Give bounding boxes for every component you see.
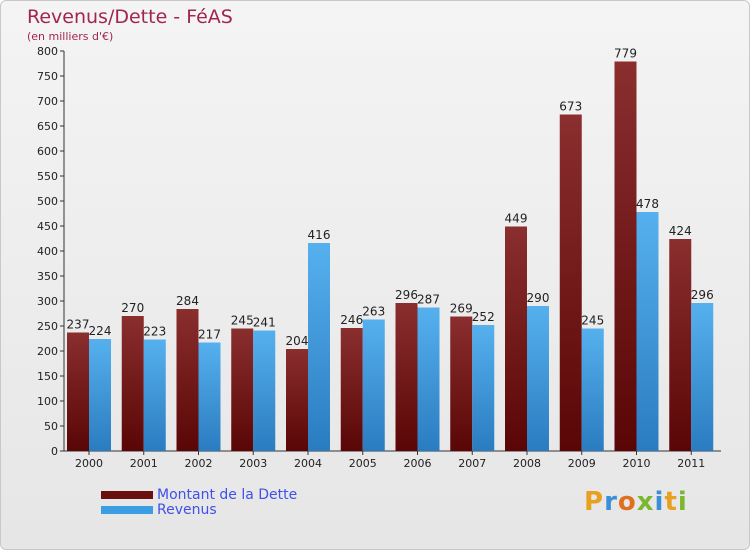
y-tick-label: 150 (37, 370, 58, 383)
data-label: 252 (472, 310, 495, 324)
y-tick-label: 800 (37, 45, 58, 58)
logo-letter: i (654, 487, 665, 517)
data-label: 284 (176, 294, 199, 308)
x-tick-label: 2001 (130, 457, 158, 470)
data-label: 263 (362, 305, 385, 319)
bar-revenus (362, 319, 385, 451)
bar-revenus (308, 243, 330, 451)
logo-letter: x (636, 487, 655, 517)
bar-dette (176, 309, 199, 451)
data-label: 673 (559, 100, 582, 114)
y-tick-label: 650 (37, 120, 58, 133)
y-tick-label: 0 (51, 445, 58, 458)
logo-letter: t (664, 487, 678, 517)
x-tick-label: 2011 (677, 457, 705, 470)
x-tick-label: 2003 (239, 457, 267, 470)
data-label: 416 (308, 228, 331, 242)
data-label: 217 (198, 328, 221, 342)
bar-dette (559, 114, 582, 451)
y-tick-label: 550 (37, 170, 58, 183)
legend-label-revenus: Revenus (157, 502, 217, 518)
x-tick-label: 2008 (513, 457, 541, 470)
bar-revenus (89, 339, 111, 451)
x-tick-label: 2005 (349, 457, 377, 470)
data-label: 296 (691, 288, 714, 302)
bar-dette (67, 332, 89, 451)
bar-dette (286, 349, 308, 451)
data-label: 237 (67, 318, 90, 332)
data-label: 269 (450, 302, 473, 316)
bar-revenus (198, 342, 221, 451)
data-label: 779 (614, 47, 637, 61)
y-tick-label: 50 (44, 420, 58, 433)
y-tick-label: 100 (37, 395, 58, 408)
bar-dette (340, 328, 363, 451)
legend-swatch-dette (101, 491, 153, 499)
x-tick-label: 2009 (568, 457, 596, 470)
legend-item-dette: Montant de la Dette (101, 487, 298, 503)
chart-subtitle: (en milliers d'€) (27, 30, 114, 43)
bar-dette (614, 61, 637, 451)
y-tick-label: 400 (37, 245, 58, 258)
bar-dette (450, 316, 473, 451)
x-tick-label: 2006 (404, 457, 432, 470)
data-label: 290 (527, 291, 550, 305)
x-axis: 2000 2001 2002 2003 2004 2005 2006 2007 2008 2009… (64, 450, 721, 470)
data-label: 204 (286, 334, 309, 348)
y-tick-label: 350 (37, 270, 58, 283)
legend-swatch-revenus (101, 506, 153, 514)
chart-title: Revenus/Dette - FéAS (27, 6, 233, 28)
data-label: 287 (417, 293, 440, 307)
legend-label-dette: Montant de la Dette (157, 487, 298, 503)
bar-dette (231, 328, 254, 451)
bar-revenus (253, 330, 276, 451)
bar-revenus (143, 339, 166, 451)
logo-letter: P (584, 487, 605, 517)
bar-dette (669, 239, 692, 451)
bar-dette (121, 316, 144, 451)
data-label: 270 (121, 301, 144, 315)
data-label: 223 (143, 325, 166, 339)
data-label: 478 (636, 197, 659, 211)
y-tick-label: 200 (37, 345, 58, 358)
logo-letter: o (617, 487, 637, 517)
logo-letter: i (677, 487, 688, 517)
y-tick-label: 450 (37, 220, 58, 233)
proxiti-logo: Proxiti (584, 487, 688, 517)
bar-revenus (636, 212, 659, 451)
bar-dette (505, 226, 527, 451)
bar-revenus (581, 328, 604, 451)
logo-letter: r (604, 487, 618, 517)
y-tick-label: 700 (37, 95, 58, 108)
bar-revenus (472, 325, 495, 451)
y-tick-label: 300 (37, 295, 58, 308)
data-label: 449 (505, 212, 528, 226)
data-label: 241 (253, 316, 276, 330)
bar-revenus (691, 303, 714, 451)
y-tick-label: 750 (37, 70, 58, 83)
bars (67, 61, 714, 451)
x-tick-label: 2004 (294, 457, 322, 470)
data-label: 246 (340, 313, 363, 327)
y-tick-label: 250 (37, 320, 58, 333)
y-tick-label: 500 (37, 195, 58, 208)
y-tick-label: 600 (37, 145, 58, 158)
bar-dette (395, 303, 418, 451)
bar-revenus (527, 306, 549, 451)
x-tick-label: 2010 (623, 457, 651, 470)
x-tick-label: 2002 (185, 457, 213, 470)
x-tick-label: 2007 (458, 457, 486, 470)
legend-item-revenus: Revenus (101, 502, 217, 518)
data-label: 296 (395, 288, 418, 302)
data-label: 245 (581, 314, 604, 328)
data-label: 224 (89, 324, 112, 338)
y-axis: 0 50 100 150 200 250 300 350 400 450 500 550 600 650 7… (37, 45, 65, 458)
data-label: 245 (231, 314, 254, 328)
data-label: 424 (669, 224, 692, 238)
x-tick-label: 2000 (75, 457, 103, 470)
bar-revenus (417, 307, 440, 451)
